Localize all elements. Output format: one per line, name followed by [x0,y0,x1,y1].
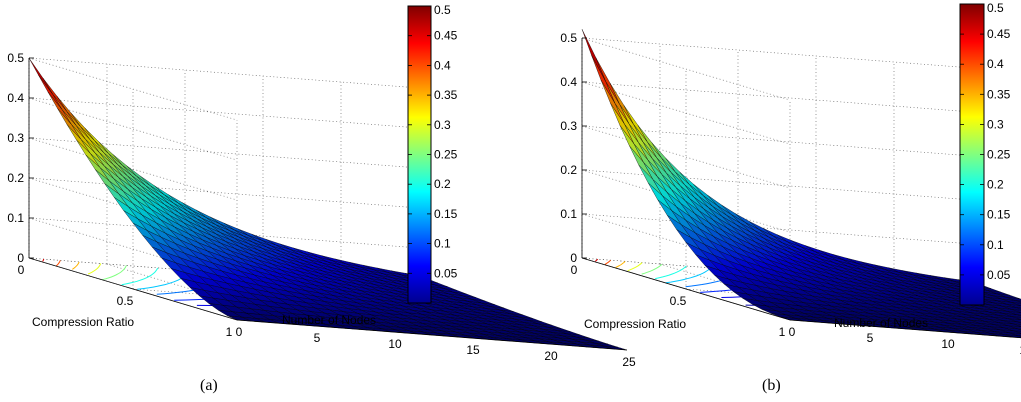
panel-b-caption: (b) [762,377,781,394]
x-tick-label: 20 [544,349,558,363]
panel-a: 00.10.20.30.40.500.51 0 5 10 15 20 25 Compress… [7,3,636,394]
colorbar-tick-label: 0.2 [987,178,1004,192]
y-tick-label: 1 [779,325,786,339]
colorbar-tick-label: 0.15 [434,207,458,221]
z-tick-label: 0.5 [560,31,577,45]
panel-b-ylabel: Compression Ratio [584,317,686,331]
colorbar-tick-label: 0.15 [987,208,1011,222]
panel-a-surface [28,57,628,351]
z-tick-label: 0.3 [7,131,24,145]
colorbar-tick-label: 0.05 [434,266,458,280]
x-tick-label: 0 [236,325,243,339]
panel-b-surface [581,29,1021,338]
z-tick-label: 0 [570,251,577,265]
panel-a-caption: (a) [200,377,218,394]
colorbar-tick-label: 0.35 [434,88,458,102]
z-tick-label: 0.1 [560,207,577,221]
colorbar-tick-label: 0.4 [987,57,1004,71]
z-tick-label: 0.1 [7,211,24,225]
x-tick-label: 5 [867,331,874,345]
colorbar-tick-label: 0.25 [434,148,458,162]
panel-b-xlabel: Number of Nodes [834,316,928,330]
x-tick-label: 0 [789,325,796,339]
x-tick-label: 25 [622,355,636,369]
panel-b-colorbar: 0.05 0.1 0.15 0.2 0.25 0.3 0.35 0.4 0.45 0.5 [959,1,1011,306]
colorbar-tick-label: 0.5 [434,3,451,17]
x-tick-label: 10 [388,337,402,351]
colorbar-tick-label: 0.25 [987,148,1011,162]
panel-a-colorbar: 0.05 0.1 0.15 0.2 0.25 0.3 0.35 0.4 0.45 0.5 [407,3,458,304]
y-tick-label: 0.5 [117,294,134,308]
colorbar-tick-label: 0.05 [987,268,1011,282]
z-tick-label: 0.3 [560,119,577,133]
y-tick-label: 0 [571,263,578,277]
colorbar-tick-label: 0.3 [987,117,1004,131]
panel-a-axes: 00.10.20.30.40.500.51 0 5 10 15 20 25 [7,51,636,369]
colorbar-tick-label: 0.45 [987,27,1011,41]
z-tick-label: 0.4 [560,75,577,89]
y-tick-label: 1 [226,325,233,339]
x-tick-label: 5 [314,331,321,345]
colorbar-tick-label: 0.3 [434,118,451,132]
colorbar-tick-label: 0.45 [434,29,458,43]
x-tick-label: 15 [466,343,480,357]
x-tick-label: 15 [1019,343,1021,357]
colorbar-tick-label: 0.1 [434,237,451,251]
colorbar-tick-label: 0.4 [434,58,451,72]
panel-a-xlabel: Number of Nodes [282,313,376,327]
z-tick-label: 0.2 [560,163,577,177]
y-tick-label: 0.5 [670,294,687,308]
colorbar-tick-label: 0.35 [987,87,1011,101]
y-tick-label: 0 [18,263,25,277]
z-tick-label: 0 [17,251,24,265]
z-tick-label: 0.5 [7,51,24,65]
z-tick-label: 0.2 [7,171,24,185]
colorbar-tick-label: 0.2 [434,177,451,191]
colorbar-tick-label: 0.1 [987,238,1004,252]
colorbar-tick-label: 0.5 [987,1,1004,15]
x-tick-label: 10 [941,337,955,351]
z-tick-label: 0.4 [7,91,24,105]
panel-a-ylabel: Compression Ratio [32,315,134,329]
